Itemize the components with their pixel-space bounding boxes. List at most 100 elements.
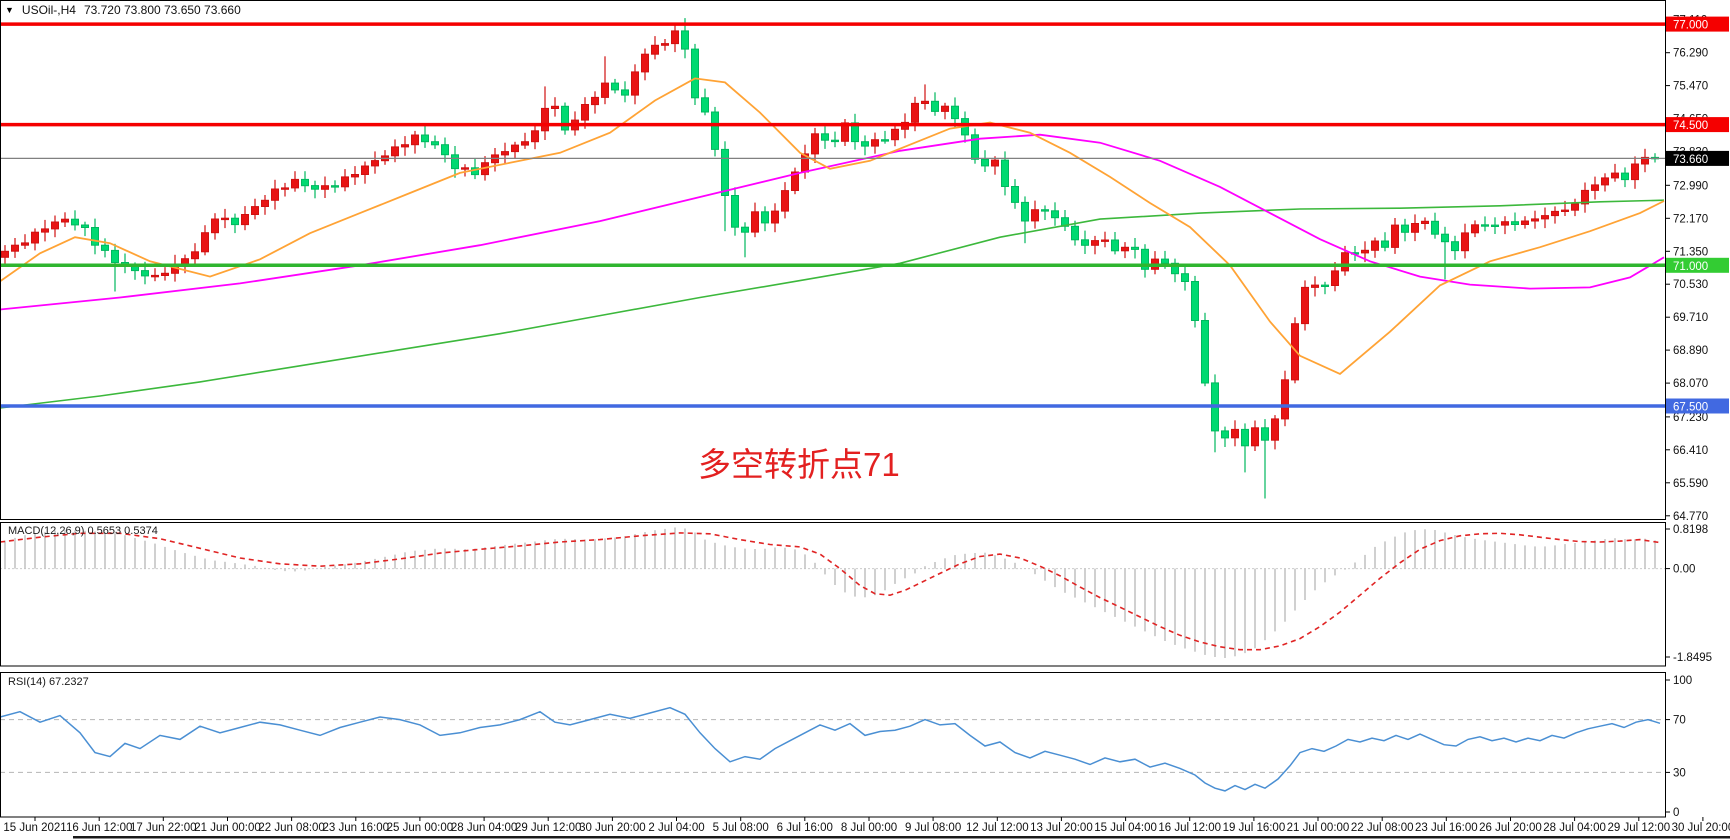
candle-body: [1431, 220, 1439, 235]
macd-signal-line: [0, 532, 1661, 651]
ma-magenta-line: [0, 133, 1665, 311]
candle-body: [891, 128, 899, 141]
candle-body: [1601, 177, 1609, 186]
rsi-axis-label: 30: [1673, 767, 1686, 779]
candle-body: [1331, 270, 1339, 286]
candle-body: [921, 100, 929, 105]
candle-body: [1161, 258, 1169, 264]
candle-body: [1111, 239, 1119, 252]
price-axis[interactable]: 77.11076.29075.47074.65073.83072.99072.1…: [1665, 15, 1729, 819]
horizontal-level-lines: [0, 22, 1665, 408]
candle-body: [1191, 281, 1199, 321]
candle-body: [181, 258, 189, 265]
candle-body: [1591, 184, 1599, 191]
candle-body: [731, 195, 739, 228]
candle-body: [1501, 221, 1509, 226]
rsi-axis-label: 70: [1673, 715, 1686, 727]
candle-body: [1281, 379, 1289, 420]
candle-body: [1171, 262, 1179, 275]
candle-body: [1381, 240, 1389, 248]
candle-body: [671, 30, 679, 45]
candle-body: [751, 211, 759, 233]
candle-body: [71, 218, 79, 226]
price-tick-label: 71.350: [1673, 246, 1708, 258]
candle-body: [1611, 172, 1619, 179]
candle-body: [591, 96, 599, 106]
candle-body: [1131, 246, 1139, 250]
price-tick-label: 70.530: [1673, 279, 1708, 291]
rsi-panel-border: [0, 672, 1666, 818]
candle-body: [1511, 221, 1519, 225]
ma-orange-line: [0, 77, 1665, 375]
candle-body: [1061, 217, 1069, 227]
price-badge-label: 67.500: [1673, 402, 1708, 414]
time-tick-label: 9 Jul 08:00: [905, 822, 961, 834]
rsi-line: [0, 706, 1661, 792]
candle-body: [871, 139, 879, 147]
candle-body: [701, 97, 709, 113]
time-tick-label: 8 Jul 00:00: [841, 822, 897, 834]
time-tick-label: 19 Jul 16:00: [1223, 822, 1286, 834]
price-badge-label: 71.000: [1673, 261, 1708, 273]
time-tick-label: 2 Jul 04:00: [648, 822, 704, 834]
chevron-down-icon[interactable]: ▼: [5, 4, 14, 15]
candle-body: [771, 210, 779, 224]
candle-body: [981, 158, 989, 167]
candle-body: [1361, 249, 1369, 254]
candle-body: [641, 53, 649, 73]
price-tick-label: 76.290: [1673, 48, 1708, 60]
candle-body: [151, 274, 159, 278]
candle-body: [971, 134, 979, 160]
candle-body: [101, 244, 109, 251]
candle-body: [1031, 209, 1039, 222]
symbol-header: ▼ USOil-,H4 73.720 73.800 73.650 73.660: [5, 3, 241, 17]
time-tick-label: 28 Jun 04:00: [451, 822, 518, 834]
rsi-line: [0, 706, 1661, 792]
candles-layer: [1, 18, 1659, 499]
candle-body: [881, 139, 889, 142]
time-tick-label: 5 Jul 08:00: [713, 822, 769, 834]
candle-body: [1321, 284, 1329, 288]
time-tick-label: 21 Jun 00:00: [194, 822, 261, 834]
candle-body: [811, 133, 819, 155]
candle-body: [1041, 209, 1049, 212]
candle-body: [931, 100, 939, 112]
candle-body: [761, 211, 769, 224]
candle-body: [191, 251, 199, 260]
candle-body: [561, 105, 569, 131]
candle-body: [21, 242, 29, 246]
price-tick-label: 67.230: [1673, 412, 1708, 424]
candle-body: [1571, 203, 1579, 211]
candle-body: [331, 185, 339, 188]
candle-body: [441, 144, 449, 156]
candle-body: [1231, 428, 1239, 439]
candle-body: [1241, 428, 1249, 447]
time-tick-label: 15 Jul 04:00: [1094, 822, 1157, 834]
candle-body: [1541, 215, 1549, 220]
ma-orange-line: [0, 77, 1665, 375]
macd-histogram: [0, 527, 1665, 658]
candle-body: [31, 231, 39, 244]
candle-body: [691, 48, 699, 99]
time-tick-label: 16 Jul 12:00: [1158, 822, 1221, 834]
price-tick-label: 72.170: [1673, 213, 1708, 225]
candle-body: [1121, 246, 1129, 252]
time-tick-label: 21 Jul 00:00: [1287, 822, 1350, 834]
candle-body: [681, 30, 689, 50]
price-tick-label: 68.890: [1673, 345, 1708, 357]
candle-body: [781, 190, 789, 212]
price-badge-77.000: [1666, 16, 1729, 32]
candle-body: [1011, 186, 1019, 203]
candle-body: [941, 105, 949, 112]
candle-body: [991, 159, 999, 167]
candle-body: [651, 44, 659, 55]
candle-body: [241, 214, 249, 226]
candle-body: [551, 105, 559, 110]
candle-body: [1371, 240, 1379, 251]
candle-body: [621, 89, 629, 96]
macd-axis-label: -1.8495: [1673, 652, 1712, 664]
candle-body: [661, 43, 669, 46]
